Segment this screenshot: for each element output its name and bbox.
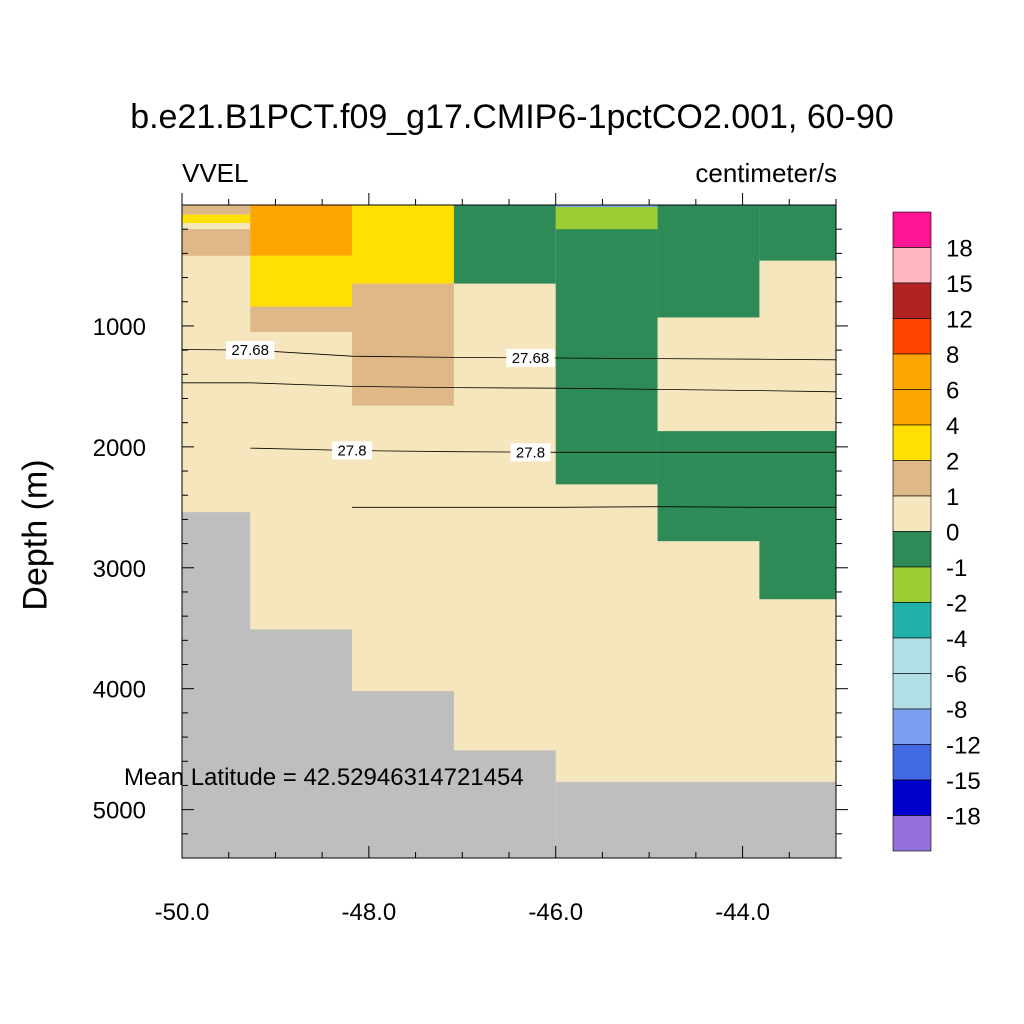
- colorbar-swatch: [892, 566, 932, 603]
- velocity-cell: [250, 255, 353, 307]
- colorbar-swatch: [892, 744, 932, 781]
- y-tick-label: 4000: [93, 677, 146, 704]
- land-mask: [352, 691, 454, 858]
- plot-area: 27.68 27.68 27.8 27.8: [181, 205, 837, 858]
- colorbar-swatch: [892, 353, 932, 390]
- colorbar-swatch: [892, 815, 932, 852]
- colorbar-label: -2: [946, 591, 967, 618]
- colorbar-swatch: [892, 708, 932, 745]
- colorbar-label: -18: [946, 804, 981, 831]
- colorbar: 18 15 12 8 6 4 2 1 0 -1 -2 -4 -6 -8 -12 -15 -18: [892, 211, 981, 852]
- velocity-cell: [555, 205, 658, 485]
- colorbar-swatch: [892, 531, 932, 568]
- contour-label: 27.8: [337, 442, 366, 459]
- units-label: centimeter/s: [695, 158, 837, 188]
- x-tick-label: -48.0: [342, 899, 397, 926]
- velocity-cell: [759, 205, 836, 261]
- colorbar-swatch: [892, 318, 932, 355]
- x-tick-label: -50.0: [155, 899, 210, 926]
- colorbar-label: -12: [946, 733, 981, 760]
- land-mask: [250, 629, 353, 858]
- density-contour: [352, 506, 836, 508]
- y-tick-label: 2000: [93, 435, 146, 462]
- land-mask: [453, 750, 556, 858]
- colorbar-label: 2: [946, 449, 959, 476]
- colorbar-label: 0: [946, 520, 959, 547]
- x-tick-label: -44.0: [715, 899, 770, 926]
- colorbar-swatch: [892, 673, 932, 710]
- colorbar-label: -8: [946, 697, 967, 724]
- colorbar-label: -4: [946, 626, 967, 653]
- velocity-cell: [352, 205, 454, 284]
- contour-label-background: [225, 341, 275, 360]
- velocity-cell: [759, 431, 836, 600]
- velocity-cell: [250, 205, 353, 256]
- colorbar-label: -1: [946, 555, 967, 582]
- colorbar-label: 6: [946, 378, 959, 405]
- variable-label: VVEL: [182, 158, 249, 188]
- colorbar-swatch: [892, 602, 932, 639]
- colorbar-swatch: [892, 211, 932, 248]
- colorbar-label: -6: [946, 662, 967, 689]
- contour-label-background: [506, 348, 555, 367]
- density-contour: [182, 382, 837, 393]
- contour-label: 27.68: [512, 350, 550, 367]
- colorbar-swatch: [892, 637, 932, 674]
- velocity-cell: [250, 306, 353, 332]
- velocity-cell: [352, 283, 454, 406]
- colorbar-swatch: [892, 779, 932, 816]
- colorbar-label: 15: [946, 271, 973, 298]
- contour-label-background: [510, 443, 551, 462]
- colorbar-label: 18: [946, 236, 973, 263]
- colorbar-label: 12: [946, 307, 973, 334]
- velocity-cell: [182, 229, 251, 256]
- colorbar-swatch: [892, 460, 932, 497]
- contour-label-background: [332, 441, 373, 460]
- y-tick-label: 1000: [93, 314, 146, 341]
- velocity-cell: [555, 205, 658, 230]
- velocity-cell: [453, 205, 556, 284]
- y-tick-label: 5000: [93, 798, 146, 825]
- colorbar-swatch: [892, 424, 932, 461]
- colorbar-swatch: [892, 495, 932, 532]
- velocity-cell: [657, 205, 760, 318]
- velocity-cell: [182, 205, 251, 215]
- velocity-cell: [182, 223, 251, 230]
- land-mask: [182, 512, 251, 858]
- y-tick-label: 3000: [93, 556, 146, 583]
- velocity-cell: [182, 214, 251, 224]
- colorbar-label: 8: [946, 342, 959, 369]
- colorbar-swatch: [892, 389, 932, 426]
- mean-latitude-annotation: Mean Latitude = 42.52946314721454: [124, 764, 524, 791]
- colorbar-swatch: [892, 282, 932, 319]
- x-tick-label: -46.0: [528, 899, 583, 926]
- colorbar-label: -15: [946, 768, 981, 795]
- colorbar-label: 1: [946, 484, 959, 511]
- colorbar-swatch: [892, 247, 932, 284]
- colorbar-label: 4: [946, 413, 959, 440]
- surface-cell: [555, 205, 658, 207]
- axes: -50.0 -48.0 -46.0 -44.0 1000 2000 3000 4000 5000: [93, 193, 848, 926]
- contour-label: 27.8: [516, 444, 545, 461]
- chart-title: b.e21.B1PCT.f09_g17.CMIP6-1pctCO2.001, 6…: [130, 98, 894, 136]
- contour-label: 27.68: [231, 342, 269, 359]
- land-mask: [555, 781, 836, 858]
